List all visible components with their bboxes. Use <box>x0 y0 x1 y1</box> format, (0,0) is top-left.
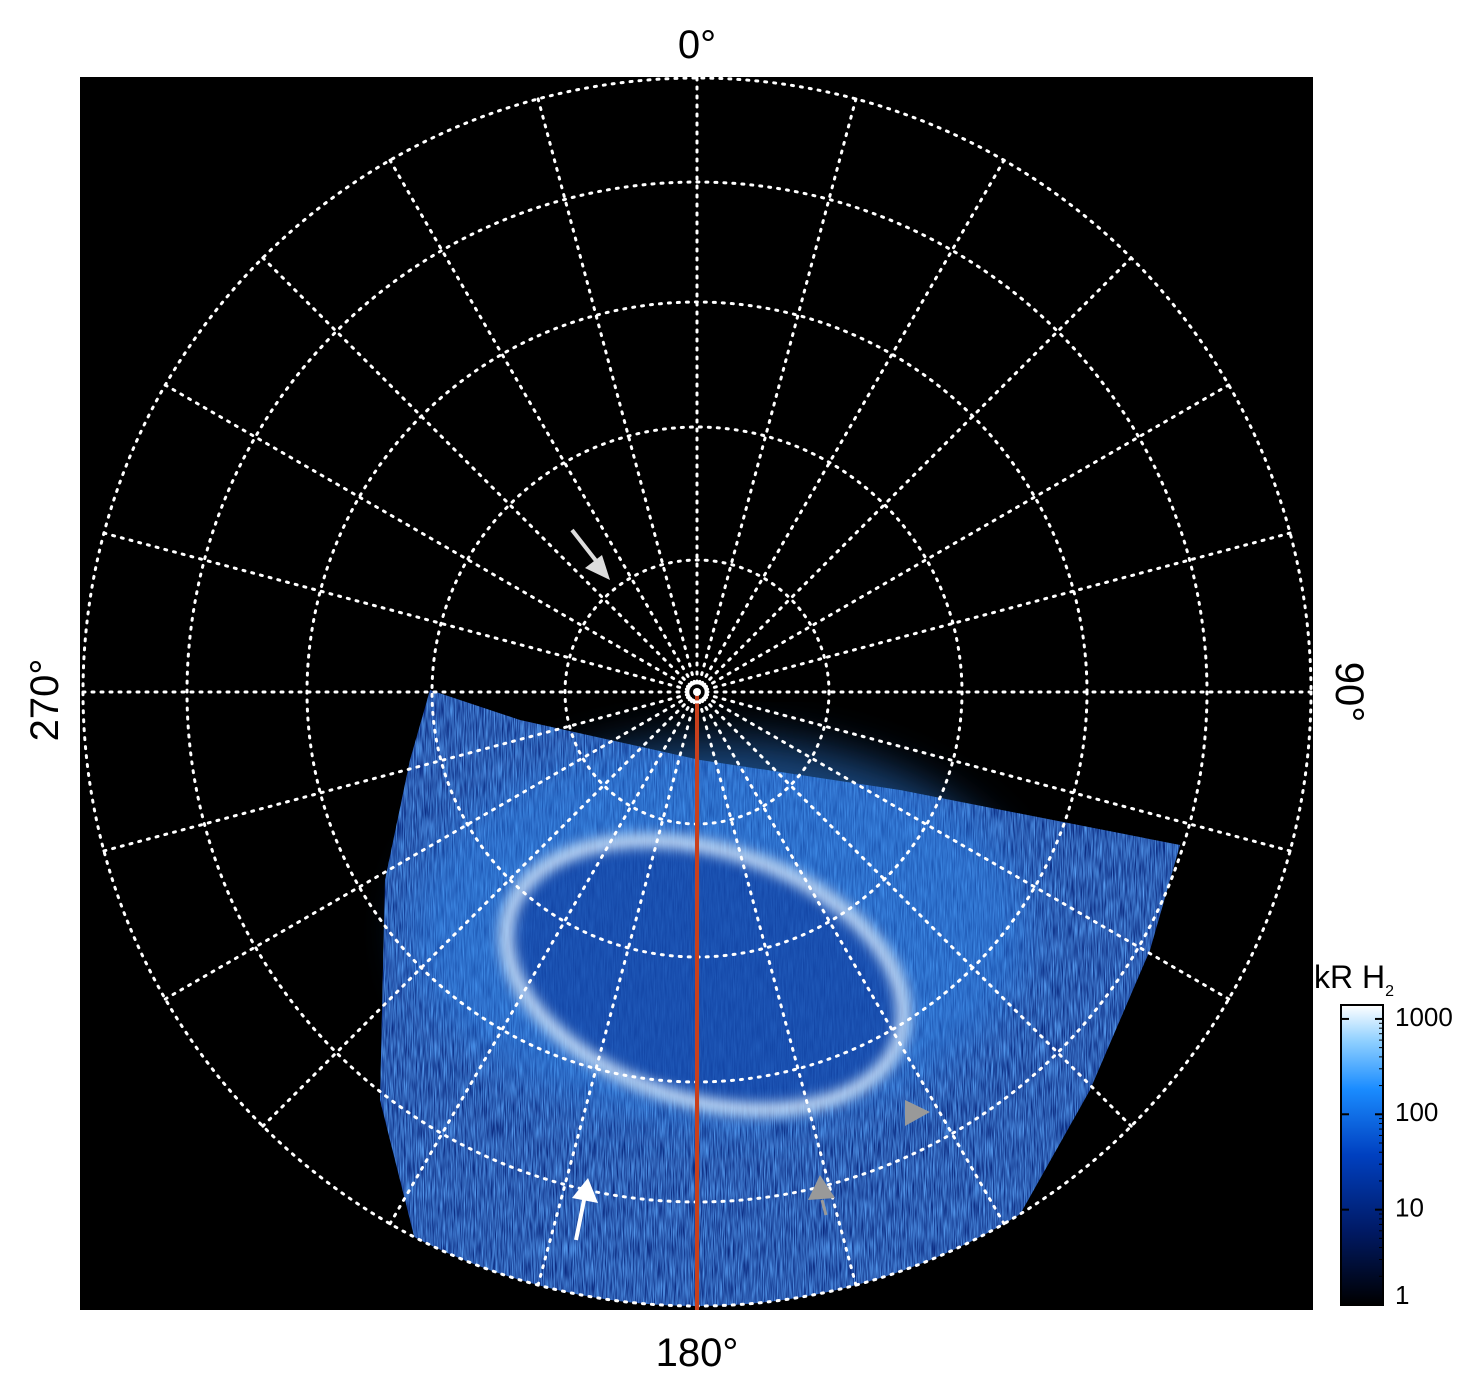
colorbar-title: kR H2 <box>1314 959 1394 1000</box>
longitude-line <box>536 690 699 1287</box>
label-left: 270° <box>23 659 67 742</box>
colorbar-tick-label: 10 <box>1395 1193 1424 1223</box>
colorbar <box>1340 1004 1384 1306</box>
longitude-line <box>163 383 699 694</box>
label-top: 0° <box>678 23 716 67</box>
longitude-line <box>695 531 1292 694</box>
colorbar-title-main: kR H <box>1314 959 1385 995</box>
arrows <box>570 528 930 1241</box>
longitude-line <box>102 531 699 694</box>
colorbar-title-sub: 2 <box>1385 983 1394 1000</box>
longitude-line <box>695 158 1006 694</box>
longitude-line <box>261 690 699 1128</box>
longitude-line <box>695 383 1231 694</box>
colorbar-tick-label: 1000 <box>1395 1002 1453 1032</box>
longitude-line <box>536 97 699 694</box>
longitude-line <box>695 690 1231 1001</box>
longitude-line <box>388 690 699 1226</box>
colorbar-tick-label: 1 <box>1395 1280 1409 1310</box>
label-right: 90° <box>1327 662 1371 723</box>
longitude-line <box>695 97 858 694</box>
colorbar-tick-label: 100 <box>1395 1097 1438 1127</box>
longitude-line <box>261 256 699 694</box>
longitude-line <box>695 690 858 1287</box>
longitude-line <box>695 256 1133 694</box>
pole-dot <box>693 688 701 696</box>
label-bottom: 180° <box>656 1331 739 1375</box>
pole-marker <box>685 680 709 704</box>
longitude-line <box>102 690 699 853</box>
longitude-line <box>695 690 1006 1226</box>
longitude-line <box>695 690 1133 1128</box>
longitude-line <box>163 690 699 1001</box>
longitude-line <box>388 158 699 694</box>
colorbar-ticks: 1 10 100 1000 <box>1341 1002 1453 1310</box>
longitude-line <box>695 690 1292 853</box>
